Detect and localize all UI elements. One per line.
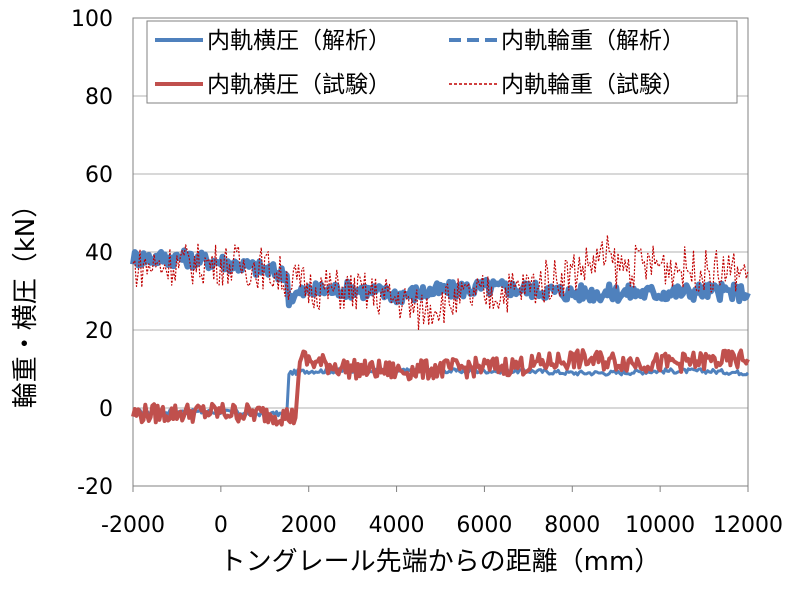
- x-tick-label: -2000: [101, 513, 165, 538]
- series-line-2: [131, 348, 750, 427]
- x-tick-label: 2000: [281, 513, 337, 538]
- x-tick-label: 4000: [369, 513, 425, 538]
- x-tick-label: 0: [214, 513, 228, 538]
- y-tick-label: 60: [85, 163, 113, 188]
- y-tick-label: -20: [77, 475, 113, 500]
- legend-box: [146, 20, 738, 104]
- x-tick-label: 10000: [625, 513, 695, 538]
- x-axis-title: トングレール先端からの距離（mm）: [220, 547, 661, 577]
- x-tick-label: 6000: [456, 513, 512, 538]
- legend-label-1: 内軌輪重（解析）: [501, 28, 685, 54]
- y-tick-label: 80: [85, 85, 113, 110]
- x-tick-label: 12000: [713, 513, 783, 538]
- x-tick-label: 8000: [544, 513, 600, 538]
- legend-label-3: 内軌輪重（試験）: [501, 72, 685, 98]
- y-tick-label: 40: [85, 241, 113, 266]
- axis-layer: -20 0 20 40 60 80 100 -2000 0 2000 4000 6000 8000 100…: [71, 7, 783, 538]
- legend-label-2: 内軌横圧（試験）: [207, 72, 391, 98]
- y-axis-title: 輪重・横圧（kN）: [11, 192, 41, 409]
- series-layer: [130, 234, 751, 427]
- y-tick-label: 20: [85, 319, 113, 344]
- series-line-1: [130, 247, 751, 309]
- legend: 内軌横圧（解析） 内軌輪重（解析） 内軌横圧（試験） 内軌輪重（試験）: [146, 20, 738, 104]
- legend-label-0: 内軌横圧（解析）: [207, 28, 391, 54]
- y-tick-label: 100: [71, 7, 113, 32]
- y-tick-label: 0: [99, 397, 113, 422]
